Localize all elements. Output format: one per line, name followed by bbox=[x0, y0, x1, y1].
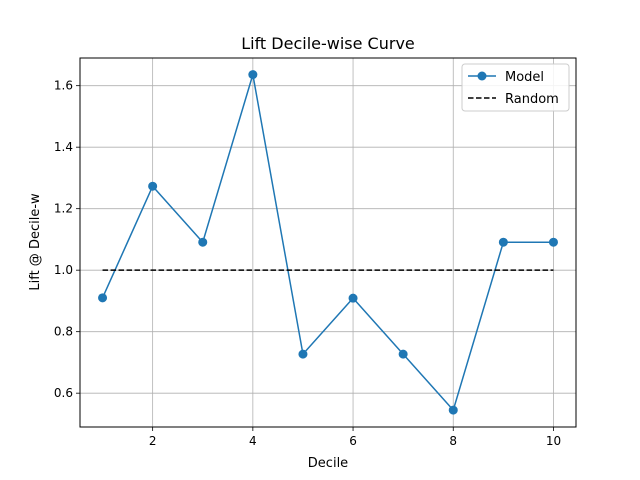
y-axis-label: Lift @ Decile-w bbox=[28, 193, 43, 291]
y-axis-ticks: 0.6 0.8 1.0 1.2 1.4 1.6 bbox=[54, 79, 80, 400]
model-point bbox=[248, 70, 258, 80]
y-tick-label: 1.6 bbox=[54, 79, 73, 93]
model-point bbox=[498, 237, 508, 247]
y-tick-label: 0.8 bbox=[54, 325, 73, 339]
model-point bbox=[148, 181, 158, 191]
x-tick-label: 4 bbox=[249, 434, 257, 448]
model-point bbox=[198, 237, 208, 247]
y-tick-label: 1.2 bbox=[54, 202, 73, 216]
model-point bbox=[448, 405, 458, 415]
y-tick-label: 1.4 bbox=[54, 140, 73, 154]
model-point bbox=[348, 293, 358, 303]
model-point bbox=[398, 349, 408, 359]
legend: Model Random bbox=[461, 63, 570, 112]
plot-frame bbox=[79, 57, 577, 428]
x-tick-label: 8 bbox=[449, 434, 457, 448]
legend-model-label: Model bbox=[505, 70, 544, 85]
model-point bbox=[98, 293, 108, 303]
x-tick-label: 2 bbox=[149, 434, 157, 448]
model-point bbox=[298, 349, 308, 359]
model-point bbox=[548, 237, 558, 247]
x-tick-label: 6 bbox=[349, 434, 357, 448]
series-layer bbox=[98, 70, 558, 415]
x-tick-label: 10 bbox=[546, 434, 561, 448]
model-series-line bbox=[101, 74, 554, 412]
chart-title: Lift Decile-wise Curve bbox=[241, 34, 415, 53]
y-tick-label: 1.0 bbox=[54, 263, 73, 277]
legend-random-label: Random bbox=[505, 92, 559, 107]
x-axis-label: Decile bbox=[308, 456, 348, 471]
y-tick-label: 0.6 bbox=[54, 386, 73, 400]
x-axis-ticks: 2 4 6 8 10 bbox=[149, 427, 561, 448]
legend-model-marker bbox=[477, 71, 487, 81]
